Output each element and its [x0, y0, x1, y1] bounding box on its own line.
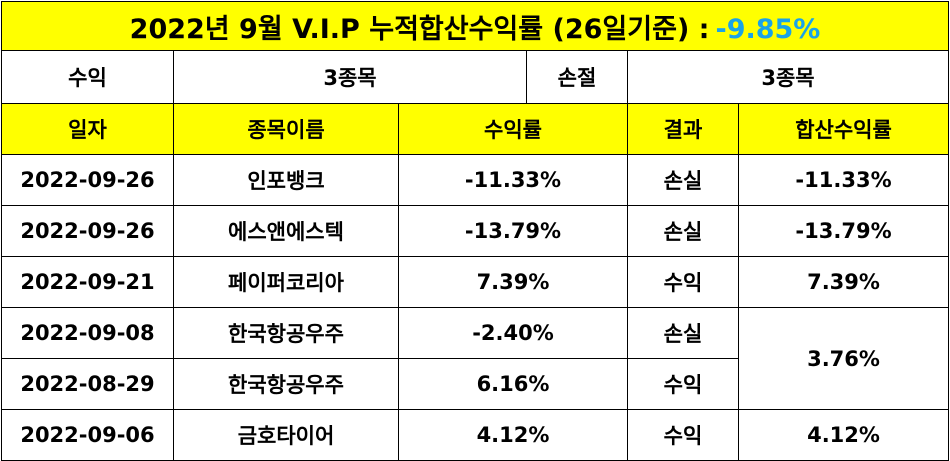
row-name: 한국항공우주	[173, 307, 399, 359]
row-date: 2022-09-08	[1, 307, 174, 359]
table-row: 2022-09-21 페이퍼코리아 7.39% 수익 7.39%	[1, 256, 950, 308]
row-date: 2022-09-26	[1, 154, 174, 206]
row-return: -11.33%	[398, 154, 628, 206]
row-name: 금호타이어	[173, 409, 399, 461]
row-combined: 3.76%	[737, 307, 950, 410]
loss-label: 손절	[526, 50, 628, 104]
row-result: 손실	[627, 307, 739, 359]
table-row: 2022-09-06 금호타이어 4.12% 수익 4.12%	[1, 409, 950, 461]
row-result: 수익	[627, 256, 739, 308]
title-row: 2022년 9월 V.I.P 누적합산수익률 (26일기준) : -9.85%	[0, 1, 950, 51]
row-combined: -11.33%	[737, 154, 950, 206]
row-date: 2022-08-29	[1, 358, 174, 410]
row-date: 2022-09-06	[1, 409, 174, 461]
header-result: 결과	[627, 103, 739, 155]
row-name: 페이퍼코리아	[173, 256, 399, 308]
row-date: 2022-09-26	[1, 205, 174, 257]
row-name: 한국항공우주	[173, 358, 399, 410]
header-row: 일자 종목이름 수익률 결과 합산수익률	[1, 103, 950, 155]
row-combined: 7.39%	[737, 256, 950, 308]
total-return-value: -9.85%	[715, 13, 821, 45]
row-return: -13.79%	[398, 205, 628, 257]
report-title: 2022년 9월 V.I.P 누적합산수익률 (26일기준) : -9.85%	[0, 1, 950, 51]
header-combined: 합산수익률	[737, 103, 950, 155]
profit-label: 수익	[1, 50, 174, 104]
row-result: 손실	[627, 154, 739, 206]
header-name: 종목이름	[173, 103, 399, 155]
header-date: 일자	[1, 103, 174, 155]
table-row: 2022-09-08 한국항공우주 -2.40% 손실 3.76%	[1, 307, 950, 410]
row-name: 인포뱅크	[173, 154, 399, 206]
table-row: 2022-09-26 인포뱅크 -11.33% 손실 -11.33%	[1, 154, 950, 206]
row-result: 수익	[627, 358, 739, 410]
header-return: 수익률	[398, 103, 628, 155]
row-result: 수익	[627, 409, 739, 461]
row-return: 6.16%	[398, 358, 628, 410]
row-return: 7.39%	[398, 256, 628, 308]
summary-row: 수익 3종목 손절 3종목	[1, 50, 950, 104]
row-result: 손실	[627, 205, 739, 257]
row-combined: 4.12%	[737, 409, 950, 461]
row-name: 에스앤에스텍	[173, 205, 399, 257]
row-return: 4.12%	[398, 409, 628, 461]
row-combined: -13.79%	[737, 205, 950, 257]
row-return: -2.40%	[398, 307, 628, 359]
profit-count: 3종목	[173, 50, 527, 104]
table-row: 2022-09-26 에스앤에스텍 -13.79% 손실 -13.79%	[1, 205, 950, 257]
row-date: 2022-09-21	[1, 256, 174, 308]
loss-count: 3종목	[626, 50, 950, 104]
title-text: 2022년 9월 V.I.P 누적합산수익률 (26일기준) :	[129, 13, 710, 45]
